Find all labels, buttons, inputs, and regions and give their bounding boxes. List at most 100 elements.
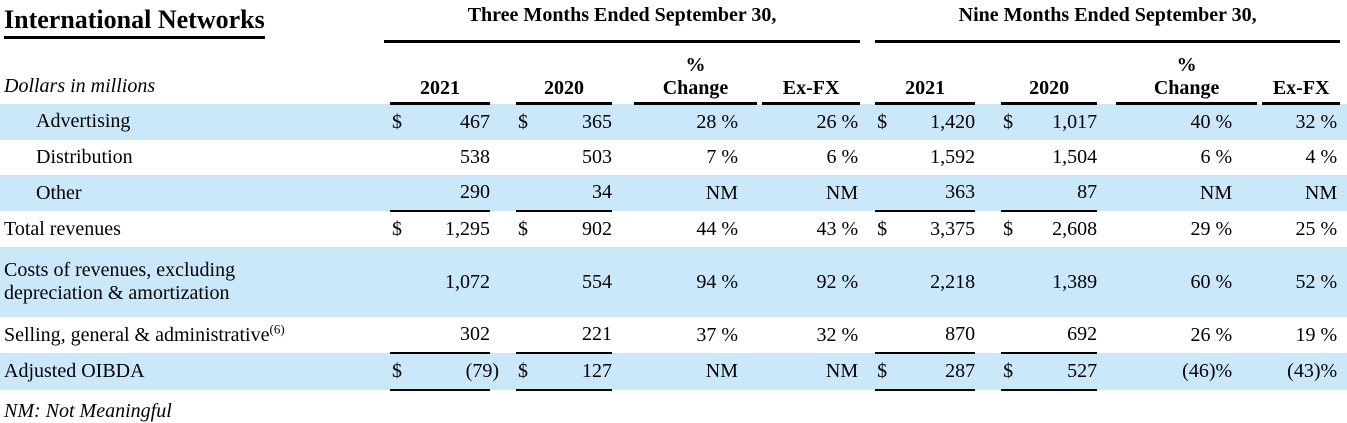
value-3mo-2021: 467 <box>414 103 490 140</box>
col-gap <box>490 42 516 104</box>
value-9mo-2021: 287 <box>899 353 976 391</box>
page-title: International Networks <box>0 0 384 42</box>
pct-change-9mo: 29 % <box>1190 217 1233 240</box>
row-other: Other 290 34 NM NM 363 87 NM NM <box>0 175 1347 212</box>
col-gap <box>490 140 516 175</box>
col-gap <box>757 103 762 140</box>
value-3mo-2021: 538 <box>460 146 490 168</box>
currency-symbol <box>516 317 540 354</box>
value-9mo-2021: 3,375 <box>930 218 976 240</box>
row-label: Distribution <box>36 146 133 168</box>
col-gap <box>612 140 634 175</box>
col-gap <box>1097 175 1117 211</box>
col-gap <box>860 175 876 211</box>
col-gap <box>612 42 634 104</box>
col-gap <box>860 353 876 390</box>
col-gap <box>1257 247 1263 317</box>
row-selling-general-administrative: Selling, general & administrative(6) 302… <box>0 317 1347 354</box>
exfx-3mo: 6 % <box>826 146 859 168</box>
exfx-3mo: 26 % <box>762 103 861 140</box>
pct-change-9mo: 40 % <box>1116 103 1258 140</box>
currency-symbol <box>390 140 414 175</box>
col-gap <box>1340 353 1347 390</box>
pct-change-3mo: 37 % <box>696 323 738 346</box>
currency-symbol <box>1001 175 1026 212</box>
col-gap <box>1097 211 1116 247</box>
row-label: Selling, general & administrative(6) <box>0 317 390 353</box>
footnote-reference: (6) <box>269 320 285 336</box>
units-note: Dollars in millions <box>4 74 156 97</box>
col-gap <box>1340 175 1347 211</box>
currency-symbol <box>875 247 900 317</box>
value-9mo-2021: 1,592 <box>930 146 976 168</box>
col-gap <box>1097 103 1117 140</box>
col-gap <box>612 317 634 353</box>
pct-change-3mo: 28 % <box>634 103 757 140</box>
exfx-3mo: 32 % <box>816 323 859 346</box>
col-gap <box>757 247 762 317</box>
currency-symbol: $ <box>516 353 540 391</box>
currency-symbol <box>875 175 900 212</box>
col-gap <box>757 175 762 211</box>
currency-symbol: $ <box>875 353 900 391</box>
pct-change-9mo: (46)% <box>1116 353 1258 390</box>
pct-change-3mo: NM <box>634 353 757 390</box>
currency-symbol: $ <box>516 103 540 140</box>
col-gap <box>860 42 875 104</box>
row-label: Total revenues <box>4 217 121 240</box>
currency-symbol <box>1001 140 1025 175</box>
value-3mo-2020: 365 <box>540 103 612 140</box>
period-header-row: International Networks Three Months Ende… <box>0 0 1347 43</box>
value-3mo-2021: 290 <box>414 175 490 212</box>
col-gap <box>1097 140 1116 175</box>
col-3mo-2021: 2021 <box>390 41 490 105</box>
currency-symbol <box>390 317 414 354</box>
currency-symbol: $ <box>390 103 414 140</box>
col-gap <box>1097 317 1116 353</box>
exfx-9mo: 4 % <box>1305 146 1338 168</box>
value-3mo-2020: 127 <box>540 353 612 391</box>
value-3mo-2021: (79) <box>414 353 499 391</box>
currency-symbol <box>516 140 540 175</box>
col-gap <box>975 317 1001 353</box>
pct-change-9mo: 26 % <box>1190 323 1233 346</box>
currency-symbol <box>516 247 540 317</box>
value-3mo-2021: 1,295 <box>445 218 490 240</box>
col-3mo-pct-change: % Change <box>634 41 757 105</box>
col-gap <box>490 353 516 390</box>
exfx-3mo: NM <box>762 175 861 211</box>
col-gap <box>1340 317 1347 353</box>
currency-symbol: $ <box>877 218 888 240</box>
pct-change-9mo: 60 % <box>1116 247 1258 317</box>
period-header-three-months: Three Months Ended September 30, <box>384 0 861 43</box>
col-gap <box>612 175 634 211</box>
col-gap <box>975 353 1002 390</box>
row-total-revenues: Total revenues $ 1,295 $ 902 44 % 43 % $… <box>0 211 1347 247</box>
footnote-row: NM: Not Meaningful <box>0 390 1347 423</box>
col-gap <box>1097 247 1117 317</box>
col-3mo-exfx: Ex-FX <box>762 41 861 105</box>
exfx-3mo: NM <box>762 353 861 390</box>
col-gap <box>490 103 516 140</box>
row-distribution: Distribution 538 503 7 % 6 % 1,592 1,504… <box>0 140 1347 175</box>
col-gap <box>975 175 1002 211</box>
currency-symbol: $ <box>392 218 402 240</box>
row-label: Other <box>0 175 390 211</box>
currency-symbol <box>1001 247 1026 317</box>
col-gap <box>1340 0 1347 42</box>
value-9mo-2021: 870 <box>899 317 976 354</box>
col-gap <box>490 247 516 317</box>
col-gap <box>1257 103 1263 140</box>
value-9mo-2021: 1,420 <box>899 103 976 140</box>
col-gap <box>1097 353 1117 390</box>
col-9mo-2021: 2021 <box>875 41 976 105</box>
exfx-9mo: 32 % <box>1262 103 1341 140</box>
pct-change-3mo: 44 % <box>696 217 738 240</box>
col-3mo-2020: 2020 <box>516 41 612 105</box>
col-gap <box>612 247 634 317</box>
row-label: Advertising <box>0 103 390 140</box>
row-label: Costs of revenues, excluding depreciatio… <box>0 247 390 317</box>
col-gap <box>1340 140 1347 175</box>
col-9mo-pct-change: % Change <box>1116 41 1258 105</box>
